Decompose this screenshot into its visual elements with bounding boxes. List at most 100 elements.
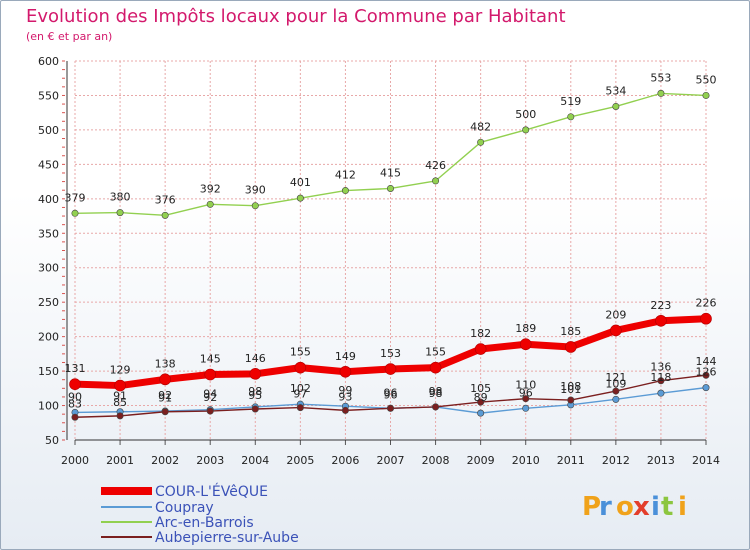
x-tick-label: 2002 — [151, 454, 179, 467]
series-point-0 — [339, 365, 352, 378]
data-label-0: 226 — [696, 297, 717, 310]
data-label-2: 550 — [696, 73, 717, 86]
series-point-2 — [341, 187, 349, 195]
brand-letter: x — [633, 492, 650, 522]
data-label-1: 102 — [290, 382, 311, 395]
series-point-3 — [432, 403, 440, 411]
series-point-2 — [612, 102, 620, 110]
data-label-2: 426 — [425, 159, 446, 172]
series-point-0 — [204, 368, 217, 381]
x-tick-label: 2010 — [512, 454, 540, 467]
data-label-3: 144 — [696, 355, 717, 368]
series-point-0 — [564, 341, 577, 353]
y-tick-label: 50 — [45, 434, 59, 447]
data-label-2: 500 — [515, 108, 536, 121]
y-tick-label: 600 — [38, 55, 59, 68]
data-label-0: 223 — [650, 299, 671, 312]
series-point-1 — [477, 409, 485, 417]
series-point-3 — [71, 413, 79, 421]
data-label-3: 136 — [650, 361, 671, 374]
series-point-2 — [116, 209, 124, 217]
data-label-3: 98 — [429, 387, 443, 400]
series-point-2 — [702, 91, 710, 99]
data-label-0: 138 — [155, 357, 176, 370]
x-tick-label: 2008 — [422, 454, 450, 467]
series-point-0 — [474, 343, 487, 355]
series-point-0 — [655, 314, 667, 327]
x-tick-label: 2001 — [106, 454, 134, 467]
data-label-2: 519 — [560, 95, 581, 108]
data-label-2: 412 — [335, 169, 356, 182]
series-point-2 — [161, 211, 169, 219]
series-point-1 — [702, 384, 710, 392]
chart-title: Evolution des Impôts locaux pour la Comm… — [26, 6, 566, 27]
series-point-3 — [567, 396, 575, 404]
series-point-3 — [477, 398, 485, 406]
data-label-0: 131 — [65, 362, 86, 375]
data-label-2: 482 — [470, 120, 491, 133]
data-label-3: 91 — [158, 392, 172, 405]
data-label-0: 155 — [290, 346, 311, 359]
series-point-2 — [296, 194, 304, 202]
axes: 50 100 150 200 250 300 350 400 450 500 550 600 2000 2… — [38, 55, 720, 467]
data-label-1: 96 — [519, 386, 533, 399]
series-point-3 — [296, 404, 304, 412]
data-label-1: 96 — [384, 386, 398, 399]
data-label-0: 189 — [515, 322, 536, 335]
y-tick-label: 400 — [38, 193, 59, 206]
data-label-3: 92 — [203, 391, 217, 404]
series-point-0 — [69, 378, 81, 390]
series-point-2 — [567, 113, 575, 121]
x-tick-label: 2013 — [647, 454, 675, 467]
data-label-0: 155 — [425, 346, 446, 359]
legend-label-2: Arc-en-Barrois — [155, 515, 254, 531]
series-point-3 — [116, 412, 124, 420]
chart-subtitle: (en € et par an) — [26, 30, 112, 43]
data-label-0: 145 — [200, 353, 221, 366]
series-point-3 — [386, 404, 394, 412]
data-label-1: 118 — [650, 371, 671, 384]
series-point-0 — [429, 361, 442, 374]
series-point-2 — [477, 138, 485, 146]
series-point-2 — [206, 200, 214, 208]
data-label-2: 380 — [110, 191, 131, 204]
x-tick-label: 2006 — [331, 454, 359, 467]
brand-logo: Pr o x i t i — [582, 492, 687, 522]
data-label-3: 85 — [113, 396, 127, 409]
y-tick-label: 550 — [38, 89, 59, 102]
x-tick-label: 2009 — [467, 454, 495, 467]
data-label-2: 415 — [380, 166, 401, 179]
series-point-0 — [610, 324, 622, 337]
x-tick-label: 2003 — [196, 454, 224, 467]
series-point-3 — [702, 371, 710, 379]
data-label-2: 553 — [650, 71, 671, 84]
x-tick-label: 2007 — [377, 454, 405, 467]
data-label-3: 93 — [338, 390, 352, 403]
data-label-0: 209 — [605, 308, 626, 321]
series-point-3 — [341, 406, 349, 414]
data-label-1: 92 — [158, 389, 172, 402]
data-label-2: 390 — [245, 184, 266, 197]
x-tick-label: 2005 — [286, 454, 314, 467]
data-label-2: 376 — [155, 193, 176, 206]
data-label-2: 379 — [65, 191, 86, 204]
data-label-0: 129 — [110, 364, 131, 377]
series-point-3 — [161, 408, 169, 416]
data-label-0: 182 — [470, 327, 491, 340]
y-tick-label: 200 — [38, 331, 59, 344]
series-point-3 — [612, 387, 620, 395]
y-tick-label: 450 — [38, 158, 59, 171]
data-label-3: 121 — [605, 371, 626, 384]
data-label-2: 534 — [605, 84, 626, 97]
data-label-0: 153 — [380, 347, 401, 360]
series-group — [69, 89, 712, 421]
series-point-1 — [522, 404, 530, 412]
series-point-0 — [159, 373, 171, 386]
data-label-1: 98 — [429, 385, 443, 398]
data-label-3: 83 — [68, 397, 82, 410]
series-point-2 — [522, 126, 530, 134]
series-point-0 — [519, 338, 532, 351]
series-point-0 — [294, 361, 307, 374]
data-label-3: 96 — [384, 388, 398, 401]
